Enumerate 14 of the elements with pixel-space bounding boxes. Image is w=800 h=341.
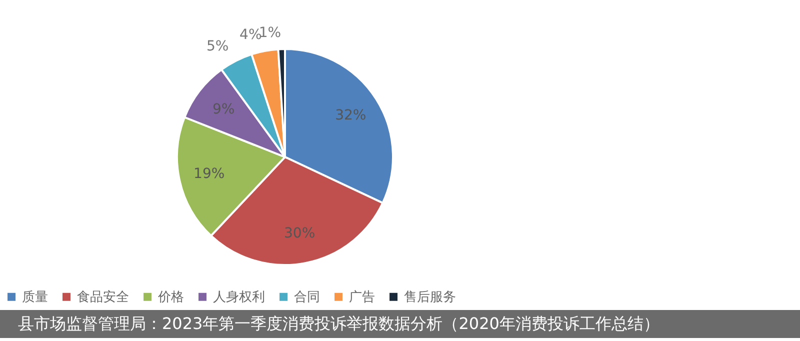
data-label: 19% [194, 166, 225, 182]
legend-label: 食品安全 [77, 288, 129, 305]
legend-label: 合同 [294, 290, 320, 305]
text: 县市场监督管理局：2023年第一季度消费投诉举报数据分析（2020年消费投诉工作总结） [18, 313, 660, 335]
legend-label: 价格 [157, 290, 184, 305]
legend-label: 广告 [349, 290, 375, 305]
legend-label: 售后服务 [404, 290, 456, 305]
legend-label: 人身权利 [213, 290, 265, 305]
data-label: 4% [240, 27, 262, 44]
data-label: 30% [284, 225, 316, 242]
data-label: 5% [206, 38, 229, 55]
data-label: 9% [212, 101, 235, 118]
legend-label: 质量 [22, 290, 48, 305]
data-label: 32% [335, 107, 366, 124]
